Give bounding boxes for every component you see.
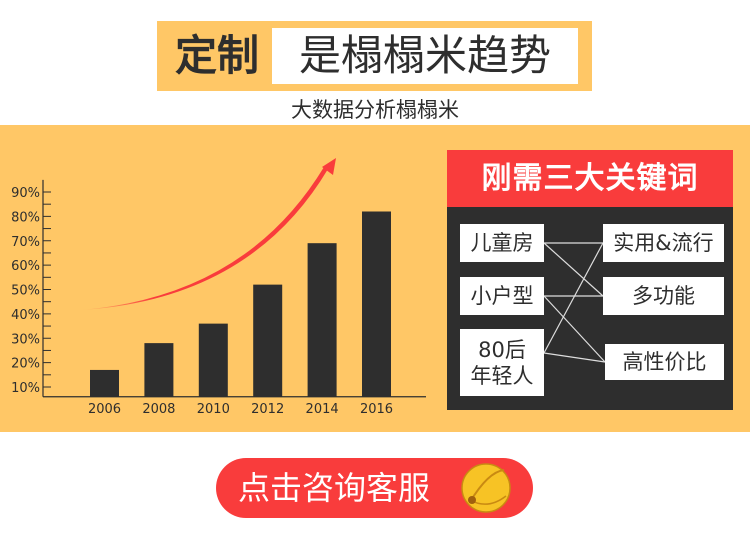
trend-arrow xyxy=(80,167,328,310)
keyword-link xyxy=(543,352,606,363)
bar-2008 xyxy=(144,343,174,397)
contact-service-label: 点击咨询客服 xyxy=(238,469,431,507)
trend-arrow-head xyxy=(322,158,336,175)
y-tick-label: 30% xyxy=(11,332,40,347)
x-tick-label: 2014 xyxy=(306,402,339,417)
bar-2006 xyxy=(90,369,119,397)
bar-2016 xyxy=(362,211,391,397)
y-tick-label: 20% xyxy=(11,357,40,372)
keyword-left-0: 儿童房 xyxy=(460,224,544,262)
keywords-panel-title: 刚需三大关键词 xyxy=(447,150,733,207)
y-tick-label: 40% xyxy=(11,308,40,323)
keyword-right-2: 高性价比 xyxy=(605,344,724,380)
keyword-link xyxy=(543,242,604,354)
bar-2010 xyxy=(198,323,228,397)
x-tick-label: 2006 xyxy=(88,402,121,417)
title-bold: 定制 xyxy=(174,31,259,80)
x-tick-label: 2008 xyxy=(142,402,175,417)
x-tick-label: 2012 xyxy=(251,402,284,417)
keyword-left-2: 80后 年轻人 xyxy=(460,329,544,396)
keyword-link xyxy=(543,242,604,297)
keyword-right-1: 多功能 xyxy=(603,277,724,315)
x-tick-label: 2010 xyxy=(197,402,230,417)
bar-chart: 10% 20% 30% 40% 50% 60% 70% 80% 90% 2006 2008 2010… xyxy=(11,158,426,417)
subtitle: 大数据分析榻榻米 xyxy=(291,98,459,122)
y-tick-label: 50% xyxy=(11,284,40,299)
y-tick-label: 60% xyxy=(11,259,40,274)
bar-2014 xyxy=(307,243,337,397)
keyword-link xyxy=(543,295,606,363)
keyword-right-0: 实用&流行 xyxy=(603,224,724,262)
y-tick-label: 10% xyxy=(11,381,40,396)
x-tick-label: 2016 xyxy=(360,402,393,417)
keyword-left-1: 小户型 xyxy=(460,277,544,315)
y-tick-label: 80% xyxy=(11,210,40,225)
keyword-links xyxy=(543,242,606,363)
y-tick-label: 70% xyxy=(11,235,40,250)
bar-2012 xyxy=(253,284,283,397)
title-main: 是榻榻米趋势 xyxy=(272,28,578,84)
y-tick-label: 90% xyxy=(11,186,40,201)
bell-icon xyxy=(461,463,511,513)
